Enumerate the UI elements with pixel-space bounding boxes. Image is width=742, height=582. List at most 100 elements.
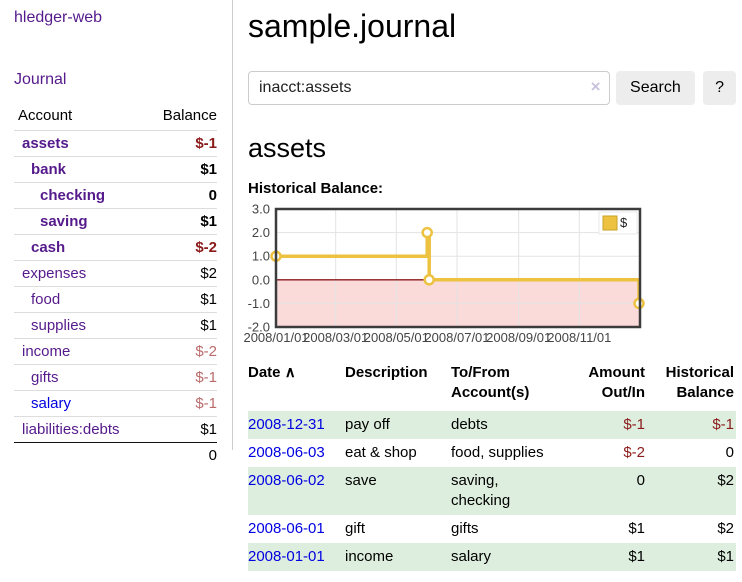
transaction-description: gift bbox=[345, 520, 366, 537]
register-header-balance: Historical Balance bbox=[665, 364, 734, 401]
sidebar-item-journal[interactable]: Journal bbox=[14, 71, 67, 88]
account-balance: $-1 bbox=[144, 390, 217, 417]
transaction-balance: 0 bbox=[725, 444, 734, 461]
x-axis-tick-label: 2008/09/01 bbox=[486, 330, 551, 345]
transaction-description: save bbox=[345, 472, 377, 489]
account-link[interactable]: cash bbox=[31, 239, 66, 256]
search-input[interactable] bbox=[248, 71, 610, 105]
transaction-accounts: saving, checking bbox=[451, 472, 511, 509]
account-link[interactable]: liabilities:debts bbox=[22, 421, 120, 438]
account-link[interactable]: bank bbox=[31, 161, 67, 178]
account-balance: $1 bbox=[144, 416, 217, 443]
legend-swatch bbox=[602, 215, 618, 231]
transaction-amount: $1 bbox=[628, 548, 645, 565]
account-row: income $-2 bbox=[14, 338, 217, 365]
transaction-row: 2008-06-03 eat & shop food, supplies $-2 0 bbox=[248, 439, 736, 467]
account-link[interactable]: salary bbox=[31, 395, 72, 412]
transaction-balance: $2 bbox=[717, 520, 734, 537]
register-header-row: Date ∧ Description To/From Account(s) Am… bbox=[248, 361, 736, 411]
account-link[interactable]: saving bbox=[40, 213, 88, 230]
chart-section-label: Historical Balance: bbox=[248, 180, 384, 197]
account-balance: $-2 bbox=[144, 234, 217, 261]
x-axis-tick-label: 2008/05/01 bbox=[364, 330, 429, 345]
accounts-total-value: 0 bbox=[144, 442, 217, 468]
accounts-header-balance: Balance bbox=[162, 107, 217, 124]
account-balance: $1 bbox=[144, 286, 217, 313]
transaction-amount: $-2 bbox=[623, 444, 645, 461]
account-balance: $-1 bbox=[144, 364, 217, 391]
account-balance: $1 bbox=[144, 156, 217, 183]
account-row: liabilities:debts $1 bbox=[14, 416, 217, 443]
account-link[interactable]: expenses bbox=[22, 265, 87, 282]
transaction-balance: $-1 bbox=[712, 416, 734, 433]
chart-container: $3.0 2.0 1.0 0.0 -1.0 -2.0 2008/01/01 2008/03/0… bbox=[243, 202, 742, 347]
x-axis-tick-label: 2008/03/01 bbox=[303, 330, 368, 345]
transaction-date-link[interactable]: 2008-12-31 bbox=[248, 416, 325, 433]
register-header-amount: Amount Out/In bbox=[588, 364, 645, 401]
transaction-amount: $-1 bbox=[623, 416, 645, 433]
account-link[interactable]: gifts bbox=[31, 369, 59, 386]
search-form: × Search ? bbox=[248, 71, 736, 105]
accounts-header-row: Account Balance bbox=[14, 104, 217, 131]
account-row: checking 0 bbox=[14, 182, 217, 209]
transaction-row: 2008-12-31 pay off debts $-1 $-1 bbox=[248, 411, 736, 439]
account-heading: assets bbox=[248, 133, 327, 163]
transaction-accounts: debts bbox=[451, 416, 488, 433]
account-row: salary $-1 bbox=[14, 390, 217, 417]
transaction-balance: $2 bbox=[717, 472, 734, 489]
y-axis-tick-label: 3.0 bbox=[252, 202, 270, 217]
transaction-accounts: salary bbox=[451, 548, 492, 565]
main-content: sample.journal × Search ? assets Histori… bbox=[243, 0, 736, 571]
transaction-description: pay off bbox=[345, 416, 390, 433]
account-balance: $1 bbox=[144, 312, 217, 339]
account-row: food $1 bbox=[14, 286, 217, 313]
data-point-marker bbox=[421, 226, 433, 239]
transaction-description: eat & shop bbox=[345, 444, 417, 461]
data-point-marker bbox=[423, 274, 435, 286]
transaction-date-link[interactable]: 2008-01-01 bbox=[248, 548, 325, 565]
transaction-row: 2008-01-01 income salary $1 $1 bbox=[248, 543, 736, 571]
account-row: gifts $-1 bbox=[14, 364, 217, 391]
account-link[interactable]: checking bbox=[40, 187, 106, 204]
y-axis-tick-label: -1.0 bbox=[248, 296, 270, 311]
clear-search-icon[interactable]: × bbox=[590, 77, 601, 96]
transaction-date-link[interactable]: 2008-06-02 bbox=[248, 472, 325, 489]
sort-asc-icon: ∧ bbox=[284, 364, 296, 381]
register-tbody: 2008-12-31 pay off debts $-1 $-1 2008-06-03 ea… bbox=[248, 411, 736, 571]
y-axis-tick-label: 2.0 bbox=[252, 225, 270, 240]
transaction-accounts: food, supplies bbox=[451, 444, 544, 461]
account-link[interactable]: income bbox=[22, 343, 71, 360]
account-balance: $1 bbox=[144, 208, 217, 235]
account-link[interactable]: assets bbox=[22, 135, 69, 152]
transaction-date-link[interactable]: 2008-06-03 bbox=[248, 444, 325, 461]
account-link[interactable]: supplies bbox=[31, 317, 87, 334]
transaction-balance: $1 bbox=[717, 548, 734, 565]
account-row: bank $1 bbox=[14, 156, 217, 183]
transaction-row: 2008-06-01 gift gifts $1 $2 bbox=[248, 515, 736, 543]
legend-label: $ bbox=[620, 215, 628, 230]
account-row: supplies $1 bbox=[14, 312, 217, 339]
account-link[interactable]: food bbox=[31, 291, 61, 308]
register-table: Date ∧ Description To/From Account(s) Am… bbox=[248, 361, 736, 571]
x-axis-tick-label: 2008/11/01 bbox=[547, 330, 611, 345]
search-box: × bbox=[248, 71, 610, 105]
account-balance: 0 bbox=[144, 182, 217, 209]
page-title: sample.journal bbox=[248, 8, 457, 44]
sidebar: hledger-web Journal Account Balance asse… bbox=[0, 0, 233, 468]
search-button[interactable]: Search bbox=[615, 71, 696, 105]
accounts-tbody: assets $-1 bank $1 checking 0 saving $1 cash $-2 e… bbox=[14, 130, 217, 443]
account-balance: $-1 bbox=[144, 130, 217, 157]
accounts-total-row: 0 bbox=[14, 442, 217, 468]
help-button[interactable]: ? bbox=[703, 71, 736, 105]
account-balance: $2 bbox=[144, 260, 217, 287]
transaction-description: income bbox=[345, 548, 394, 565]
account-row: assets $-1 bbox=[14, 130, 217, 157]
register-header-date[interactable]: Date ∧ bbox=[248, 364, 296, 381]
register-header-description: Description bbox=[345, 364, 428, 381]
transaction-row: 2008-06-02 save saving, checking 0 $2 bbox=[248, 467, 736, 515]
account-balance: $-2 bbox=[144, 338, 217, 365]
transaction-date-link[interactable]: 2008-06-01 bbox=[248, 520, 325, 537]
transaction-accounts: gifts bbox=[451, 520, 479, 537]
app-brand-link[interactable]: hledger-web bbox=[14, 9, 103, 26]
y-axis-tick-label: -2.0 bbox=[248, 320, 270, 335]
